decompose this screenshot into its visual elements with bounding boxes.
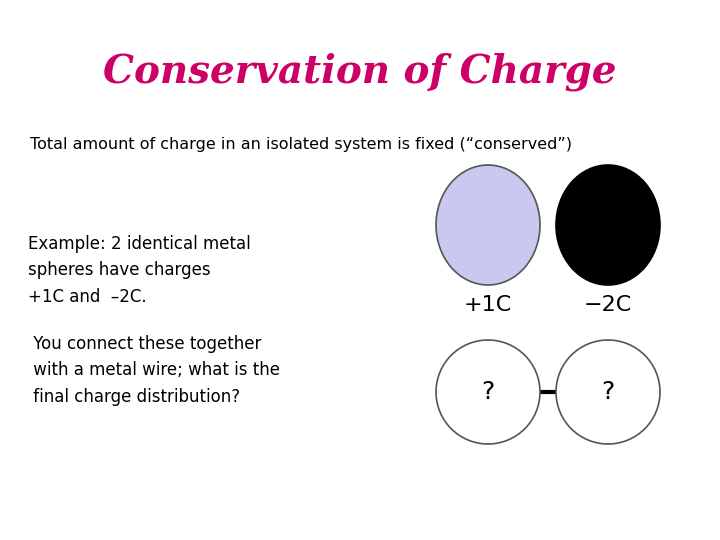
- Ellipse shape: [436, 165, 540, 285]
- Ellipse shape: [556, 340, 660, 444]
- Ellipse shape: [556, 165, 660, 285]
- Text: Example: 2 identical metal
spheres have charges
+1C and  –2C.: Example: 2 identical metal spheres have …: [28, 235, 251, 306]
- Ellipse shape: [436, 340, 540, 444]
- Text: Total amount of charge in an isolated system is fixed (“conserved”): Total amount of charge in an isolated sy…: [30, 138, 572, 152]
- Text: −2C: −2C: [584, 295, 632, 315]
- Text: You connect these together
 with a metal wire; what is the
 final charge distrib: You connect these together with a metal …: [28, 335, 280, 406]
- Text: ?: ?: [601, 380, 615, 404]
- Text: +1C: +1C: [464, 295, 512, 315]
- Text: ?: ?: [482, 380, 495, 404]
- Text: Conservation of Charge: Conservation of Charge: [103, 53, 617, 91]
